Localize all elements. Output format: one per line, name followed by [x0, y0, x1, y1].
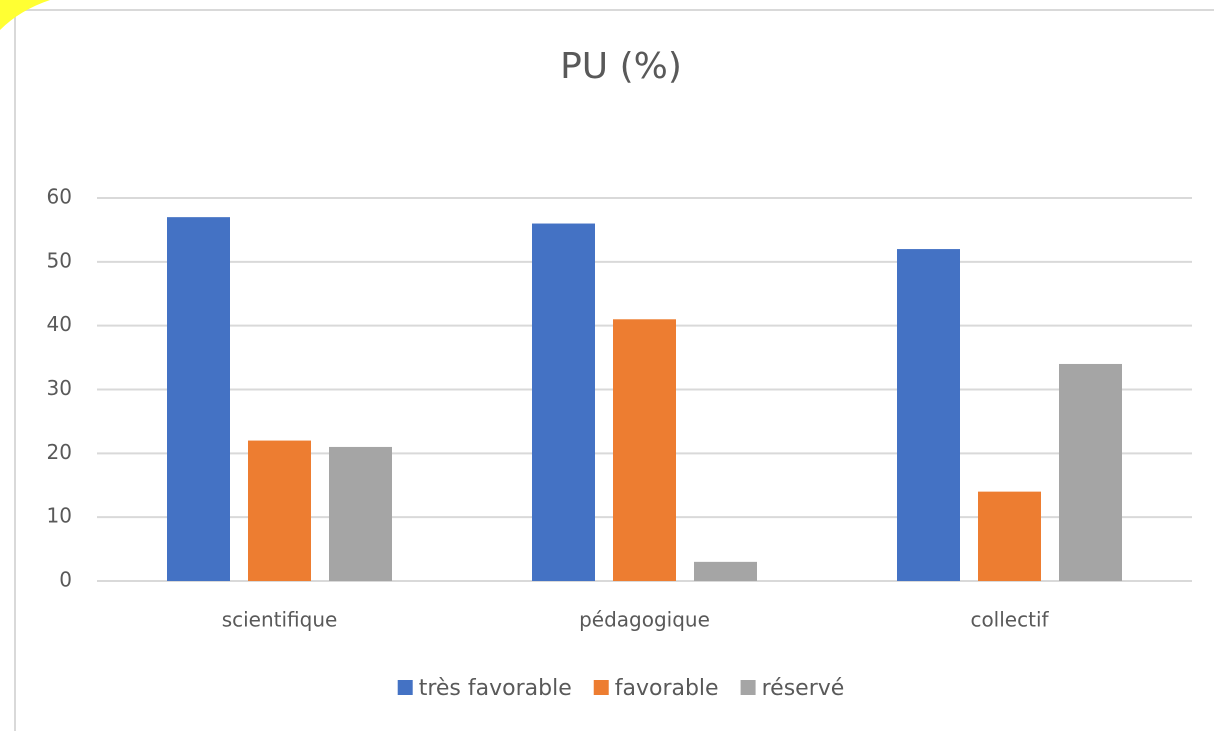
y-tick-label: 60	[47, 185, 72, 209]
x-tick-label: collectif	[970, 608, 1049, 632]
bar	[248, 440, 311, 581]
bar	[329, 446, 392, 581]
bar	[613, 319, 676, 581]
legend-label: très favorable	[419, 676, 572, 701]
legend-swatch	[397, 680, 413, 695]
bar	[167, 217, 230, 581]
y-tick-label: 50	[47, 248, 72, 272]
x-tick-label: pédagogique	[579, 608, 710, 632]
chart-title: PU (%)	[560, 46, 682, 87]
y-tick-label: 30	[47, 376, 72, 400]
y-tick-label: 20	[47, 440, 72, 464]
legend-label: réservé	[762, 676, 845, 701]
y-tick-label: 40	[47, 312, 72, 336]
bar	[978, 491, 1041, 581]
bar	[1059, 363, 1122, 581]
legend-label: favorable	[615, 676, 719, 701]
x-tick-label: scientifique	[222, 608, 338, 632]
highlight-corner	[0, 0, 50, 30]
y-tick-label: 0	[59, 568, 72, 592]
legend-swatch	[740, 680, 756, 695]
legend-swatch	[593, 680, 609, 695]
bar	[532, 223, 595, 582]
y-tick-label: 10	[47, 504, 72, 528]
bar	[897, 249, 960, 582]
bar	[694, 561, 757, 581]
